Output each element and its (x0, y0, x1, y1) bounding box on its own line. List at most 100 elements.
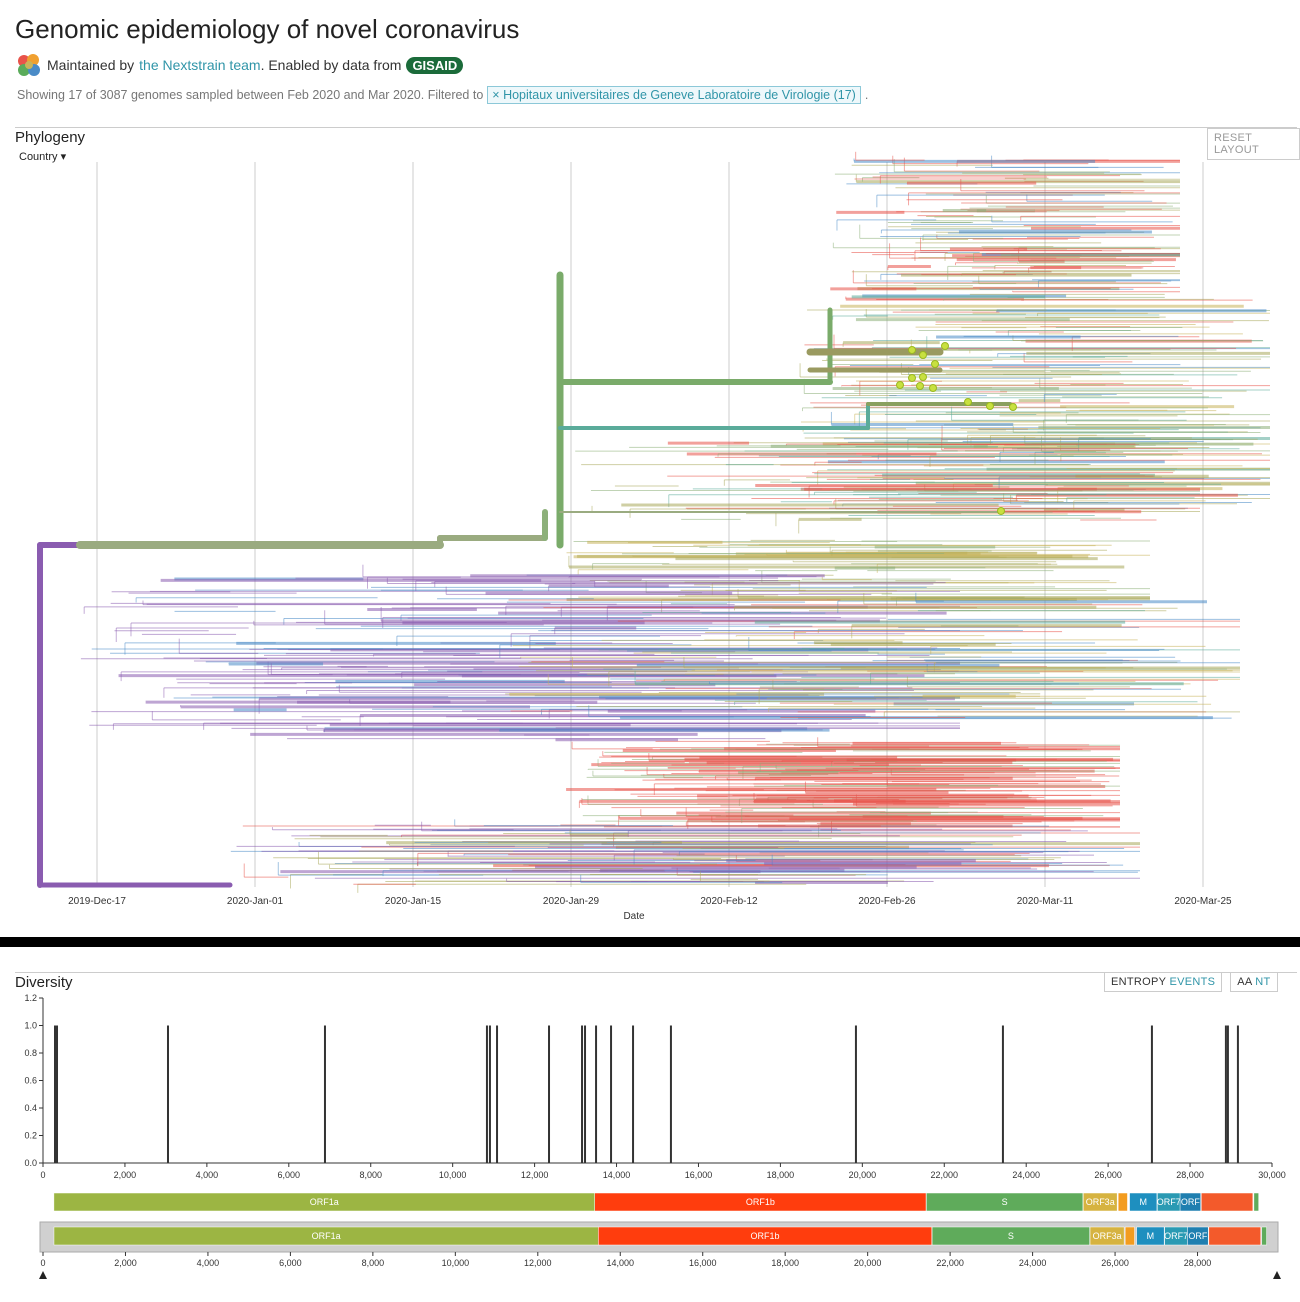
gene (931, 1226, 1090, 1246)
nav-x-tick-label: 4,000 (197, 1258, 220, 1268)
gene-label: ORF7 (1164, 1231, 1188, 1241)
divider (15, 972, 1297, 973)
nav-x-tick-label: 22,000 (936, 1258, 964, 1268)
y-tick-label: 0.0 (24, 1158, 37, 1168)
event-bar (595, 1025, 598, 1163)
panel-title: Phylogeny (15, 129, 86, 146)
team-link[interactable]: the Nextstrain team (139, 57, 261, 73)
x-tick-label: 18,000 (767, 1170, 795, 1180)
nav-x-tick-label: 18,000 (771, 1258, 799, 1268)
byline: Maintained by the Nextstrain team. Enabl… (16, 52, 464, 78)
x-tick-label: 2020-Jan-01 (227, 896, 284, 907)
highlighted-tip (916, 382, 924, 390)
aa-nt-button[interactable]: AA NT (1230, 972, 1278, 992)
y-tick-label: 0.2 (24, 1131, 37, 1141)
gene (1261, 1226, 1267, 1246)
chip-text: Hopitaux universitaires de Geneve Labora… (503, 88, 856, 102)
x-tick-label: 2020-Mar-25 (1174, 896, 1232, 907)
nav-x-tick-label: 26,000 (1101, 1258, 1129, 1268)
event-bar (584, 1025, 587, 1163)
y-tick-label: 1.0 (24, 1021, 37, 1031)
gene-label: M (1147, 1231, 1155, 1241)
y-tick-label: 0.4 (24, 1103, 37, 1113)
gene-label: ORF (1181, 1197, 1201, 1207)
diversity-chart: 0.0 0.2 0.4 0.6 0.8 1.0 1.2 0 2,000 4,000 6,000 8,0… (24, 993, 1286, 1279)
highlighted-tip (997, 507, 1005, 515)
gene-label: ORF (1188, 1231, 1208, 1241)
event-bar (669, 1025, 672, 1163)
nav-x-tick-label: 2,000 (114, 1258, 137, 1268)
x-tick-label: 2020-Feb-26 (858, 896, 916, 907)
highlighted-tip (919, 373, 927, 381)
filter-chip[interactable]: × Hopitaux universitaires de Geneve Labo… (487, 86, 861, 104)
nav-x-tick-label: 12,000 (524, 1258, 552, 1268)
gene (1083, 1192, 1118, 1212)
x-tick-label: 12,000 (521, 1170, 549, 1180)
event-bar (323, 1025, 326, 1163)
x-tick-label: 10,000 (439, 1170, 467, 1180)
nav-x-tick-label: 20,000 (854, 1258, 882, 1268)
gisaid-badge[interactable]: GISAID (406, 56, 464, 74)
y-tick-label: 1.2 (24, 993, 37, 1003)
gene-label: S (1008, 1231, 1014, 1241)
y-tick-label: 0.6 (24, 1076, 37, 1086)
summary-text: Showing 17 of 3087 genomes sampled betwe… (17, 88, 484, 102)
phylogeny-chart: 2019-Dec-17 2020-Jan-01 2020-Jan-15 2020-Ja… (37, 151, 1270, 922)
x-tick-label: 2,000 (114, 1170, 137, 1180)
event-bar (1001, 1025, 1004, 1163)
highlighted-tip (896, 381, 904, 389)
x-tick-label: 24,000 (1012, 1170, 1040, 1180)
highlighted-tip (1009, 403, 1017, 411)
event-bar (1150, 1025, 1153, 1163)
gene (926, 1192, 1084, 1212)
toggle-group: ENTROPY EVENTS AA NT (1104, 972, 1278, 992)
tree-branches (37, 151, 1270, 893)
gene-label: ORF3a (1093, 1231, 1122, 1241)
event-bar (54, 1025, 57, 1163)
btn-text[interactable]: NT (1255, 976, 1271, 988)
gene (594, 1192, 927, 1212)
gene (1136, 1226, 1165, 1246)
x-tick-label: 6,000 (278, 1170, 301, 1180)
event-bar (485, 1025, 488, 1163)
btn-text: ENTROPY (1111, 976, 1167, 988)
highlighted-tip (908, 346, 916, 354)
x-tick-label: 20,000 (849, 1170, 877, 1180)
x-tick-label: 14,000 (603, 1170, 631, 1180)
event-bar (1236, 1025, 1239, 1163)
x-tick-label: 22,000 (931, 1170, 959, 1180)
highlighted-tip (964, 398, 972, 406)
highlighted-tip (929, 384, 937, 392)
btn-text[interactable]: EVENTS (1169, 976, 1216, 988)
x-tick-label: 2019-Dec-17 (68, 896, 126, 907)
event-bar (581, 1025, 584, 1163)
page-title: Genomic epidemiology of novel coronaviru… (15, 14, 520, 44)
highlighted-tip (941, 342, 949, 350)
chip-remove[interactable]: × (492, 88, 500, 102)
nav-x-tick-label: 0 (40, 1258, 45, 1268)
highlighted-tip (919, 351, 927, 359)
x-tick-label: 16,000 (685, 1170, 713, 1180)
reset-layout-button[interactable]: RESET LAYOUT (1207, 128, 1300, 160)
gene (1253, 1192, 1259, 1212)
nav-x-tick-label: 10,000 (442, 1258, 470, 1268)
highlighted-tip (986, 402, 994, 410)
event-bar (548, 1025, 551, 1163)
nav-x-tick-label: 28,000 (1184, 1258, 1212, 1268)
color-by-dropdown[interactable]: Country ▾ (19, 151, 67, 163)
event-bar (488, 1025, 491, 1163)
gene-label: ORF1b (751, 1231, 780, 1241)
event-bar (496, 1025, 499, 1163)
x-tick-label: 2020-Feb-12 (700, 896, 758, 907)
color-by-text: Country (19, 151, 58, 163)
event-bar (632, 1025, 635, 1163)
btn-text[interactable]: AA (1237, 976, 1252, 988)
gene (1187, 1226, 1209, 1246)
nav-x-tick-label: 6,000 (279, 1258, 302, 1268)
gene-label: ORF1b (746, 1197, 775, 1207)
gene-label: ORF7 (1157, 1197, 1181, 1207)
entropy-button[interactable]: ENTROPY EVENTS (1104, 972, 1223, 992)
gene (1208, 1226, 1261, 1246)
event-bar (1226, 1025, 1229, 1163)
event-bar (854, 1025, 857, 1163)
